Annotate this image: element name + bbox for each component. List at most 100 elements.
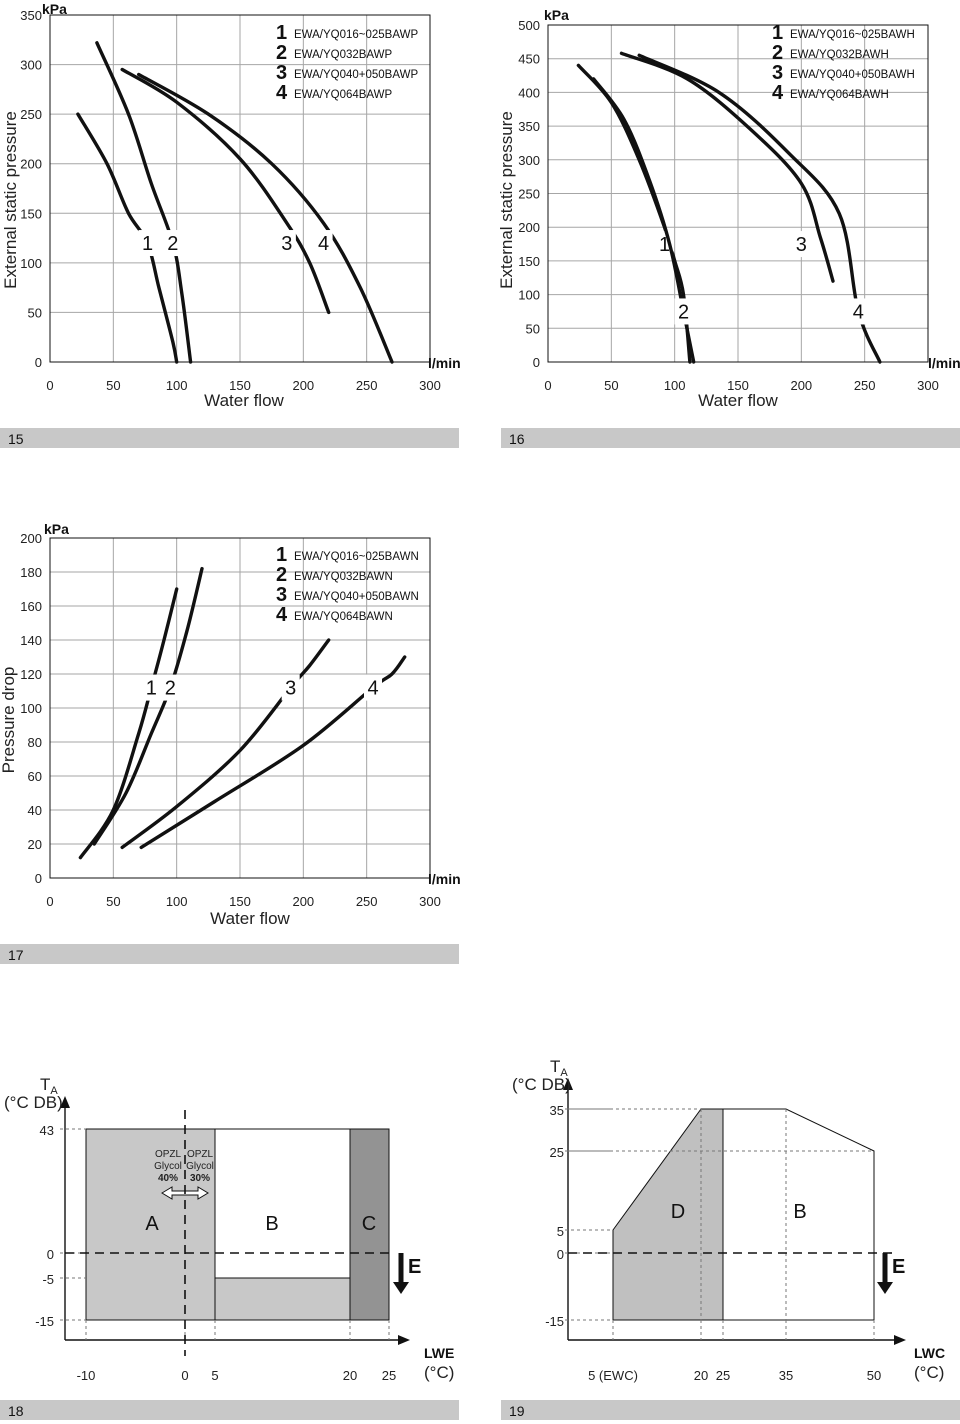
chart-18-y-label-text: T: [40, 1075, 50, 1094]
y-tick-label: 120: [20, 667, 42, 682]
series-label-3: 3: [796, 234, 807, 256]
series-label-gap-3: [281, 674, 300, 701]
y-tick-label: 100: [20, 256, 42, 271]
series-curve-2: [92, 566, 204, 846]
legend-number: 1: [276, 22, 287, 44]
chart-18-axes: 43 0 -5 -15 -10 0 5 20 25 E: [35, 1096, 421, 1383]
series-curve-1: [576, 63, 692, 364]
y-tick-label: 150: [518, 254, 540, 269]
legend-label: EWA/YQ032BAWN: [294, 571, 393, 583]
y-tick-label: 43: [40, 1123, 54, 1138]
chart-17-axis-ticks: 0 50 100 150 200 250 300 0 20 40 60 80 100 120 140 160 1…: [20, 531, 441, 909]
x-tick-label: 300: [419, 894, 441, 909]
chart-16-y-unit: kPa: [544, 7, 569, 23]
legend-label: EWA/YQ040+050BAWN: [294, 591, 419, 603]
y-tick-label: 450: [518, 52, 540, 67]
figure-band-17: 17: [0, 944, 459, 964]
series-label-gap-4: [364, 674, 382, 701]
series-label-gap-1: [142, 674, 161, 701]
series-curve-2: [95, 41, 193, 364]
series-label-4: 4: [853, 301, 864, 323]
x-tick-label: 150: [727, 378, 749, 393]
chart18-y-label-subscript: A: [50, 1085, 58, 1097]
chart-16-x-label: Water flow: [698, 391, 778, 410]
series-label-gap-2: [161, 674, 180, 701]
plot-frame: [547, 24, 929, 363]
series-label-1: 1: [146, 678, 157, 700]
chart-16-y-label: External static pressure: [497, 111, 516, 289]
chart-15-axis-ticks: 0 50 100 150 200 250 300 0 50 100 150 200 250 300 350: [20, 8, 441, 393]
series-label-3: 3: [285, 678, 296, 700]
y-axis-arrow: [563, 1078, 573, 1090]
figure-band-16: 16: [501, 428, 960, 448]
legend-label: EWA/YQ040+050BAWH: [790, 69, 915, 81]
region-b: [214, 1128, 351, 1279]
series-label-gap-3: [277, 230, 296, 257]
legend-label: EWA/YQ016~025BAWP: [294, 29, 418, 41]
y-tick-label: 35: [550, 1103, 564, 1118]
x-tick-label: 100: [166, 378, 188, 393]
x-tick-label: 200: [790, 378, 812, 393]
x-tick-label: 150: [229, 378, 251, 393]
y-tick-label: 5: [557, 1224, 564, 1239]
legend-label: EWA/YQ032BAWH: [790, 49, 889, 61]
chart-17-grid: [49, 537, 431, 879]
y-tick-label: 250: [20, 107, 42, 122]
series-curve-1: [78, 587, 179, 860]
series-label-3: 3: [281, 233, 292, 255]
legend-number: 4: [276, 82, 288, 104]
x-tick-label: 50: [106, 378, 120, 393]
series-label-4: 4: [367, 678, 378, 700]
y-tick-label: 100: [20, 701, 42, 716]
series-label-gap-3: [792, 231, 811, 258]
e-arrow-head: [877, 1282, 893, 1294]
series-label-4: 4: [318, 233, 329, 255]
x-tick-label: -10: [77, 1368, 96, 1383]
x-axis-arrow: [894, 1335, 906, 1345]
y-tick-label: 150: [20, 206, 42, 221]
y-tick-label: -15: [35, 1314, 54, 1329]
x-tick-label: 250: [356, 894, 378, 909]
series-label-1: 1: [659, 234, 670, 256]
chart-16-x-unit: l/min: [928, 355, 960, 371]
y-tick-label: -15: [545, 1314, 564, 1329]
legend-label: EWA/YQ016~025BAWH: [790, 29, 915, 41]
y-tick-label: 160: [20, 599, 42, 614]
y-tick-label: 400: [518, 85, 540, 100]
x-tick-label: 5: [211, 1368, 218, 1383]
chart-17-pressure-drop: 0 50 100 150 200 250 300 0 20 40 60 80 100 120 140 160 1…: [0, 521, 461, 928]
chart-17-x-label: Water flow: [210, 909, 290, 928]
y-tick-label: 25: [550, 1145, 564, 1160]
chart-16-pressure-curves: 0 50 100 150 200 250 3005010015020025030035040…: [497, 7, 960, 410]
figure-band-15: 15: [0, 428, 459, 448]
series-label-gap-2: [163, 230, 182, 257]
legend-label: EWA/YQ064BAWH: [790, 89, 889, 101]
legend-label: EWA/YQ032BAWP: [294, 49, 393, 61]
opzl-note-40-line2: Glycol: [154, 1161, 182, 1172]
region-c: [349, 1128, 390, 1321]
region-b: [722, 1108, 875, 1321]
chart-19-y-label-text: T: [550, 1057, 560, 1076]
opzl-note-30-line3: 30%: [190, 1173, 210, 1184]
x-tick-label: 150: [229, 894, 251, 909]
x-tick-label: 100: [166, 894, 188, 909]
legend-label: EWA/YQ064BAWN: [294, 611, 393, 623]
legend-label: EWA/YQ064BAWP: [294, 89, 393, 101]
x-tick-label: 5 (EWC): [588, 1368, 638, 1383]
x-tick-label: 0: [181, 1368, 188, 1383]
series-label-gap-4: [314, 230, 333, 257]
x-tick-label: 20: [343, 1368, 357, 1383]
figure-number-19: 19: [509, 1403, 525, 1419]
y-tick-label: 140: [20, 633, 42, 648]
legend-number: 1: [276, 544, 287, 566]
x-tick-label: 0: [46, 894, 53, 909]
series-curve-3: [120, 638, 331, 850]
opzl-note-40-line3: 40%: [158, 1173, 178, 1184]
chart-15-y-label: External static pressure: [1, 111, 20, 289]
